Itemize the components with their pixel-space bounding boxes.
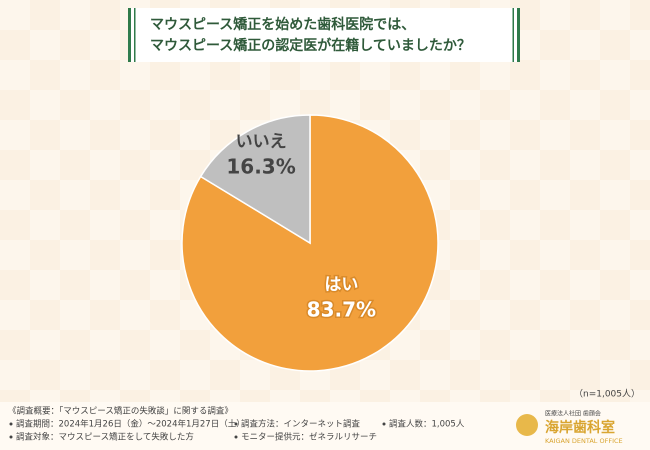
footer-heading: 《調査概要：「マウスピース矯正の失敗談」に関する調査》 — [8, 406, 233, 417]
logo-mark — [516, 414, 538, 436]
sample-note: （n=1,005人） — [574, 389, 640, 400]
footer-item: モニター提供元：ゼネラルリサーチ — [241, 432, 377, 443]
title-bar — [517, 8, 520, 62]
title-bar — [128, 8, 131, 62]
bullet — [9, 435, 13, 439]
bullet — [234, 422, 238, 426]
bullet — [234, 435, 238, 439]
chart-title: マウスピース矯正を始めた歯科医院では、 — [150, 16, 415, 33]
slice-label: いいえ — [236, 132, 287, 152]
title-bar — [134, 8, 136, 62]
logo-sub: KAIGAN DENTAL OFFICE — [545, 437, 623, 445]
value-label: 83.7% — [307, 297, 376, 321]
title-bar — [512, 8, 514, 62]
logo-name: 海岸歯科室 — [545, 419, 615, 436]
bullet — [382, 422, 386, 426]
footer-item: 調査対象：マウスピース矯正をして失敗した方 — [16, 432, 194, 443]
footer-item: 調査方法：インターネット調査 — [241, 419, 361, 430]
pie-slice — [199, 114, 311, 245]
title-box — [128, 8, 520, 62]
bullet — [9, 422, 13, 426]
footer-band — [0, 402, 650, 450]
footer-item: 調査人数：1,005人 — [389, 419, 465, 430]
logo-org: 医療法人社団 歯顔会 — [545, 410, 601, 418]
chart-title: マウスピース矯正の認定医が在籍していましたか？ — [150, 37, 471, 54]
footer-item: 調査期間：2024年1月26日（金）～2024年1月27日（土） — [16, 419, 245, 430]
value-label: 16.3% — [226, 154, 295, 178]
slice-label: はい — [324, 275, 358, 295]
